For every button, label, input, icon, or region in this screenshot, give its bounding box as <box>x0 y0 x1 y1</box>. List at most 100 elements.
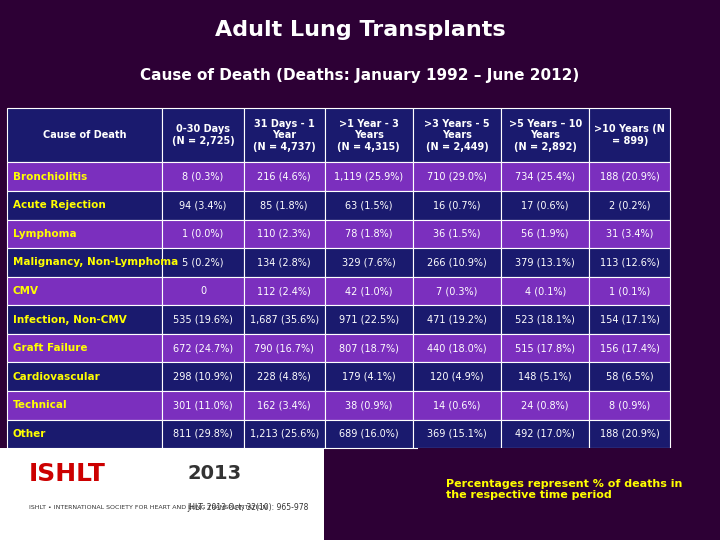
Bar <box>7 334 163 362</box>
Text: Lymphoma: Lymphoma <box>13 229 76 239</box>
Text: 56 (1.9%): 56 (1.9%) <box>521 229 569 239</box>
Bar <box>163 220 243 248</box>
Text: 2 (0.2%): 2 (0.2%) <box>609 200 651 210</box>
Bar <box>0 448 324 540</box>
Text: 471 (19.2%): 471 (19.2%) <box>427 315 487 325</box>
Text: 154 (17.1%): 154 (17.1%) <box>600 315 660 325</box>
Bar <box>413 248 501 276</box>
Text: 78 (1.8%): 78 (1.8%) <box>345 229 392 239</box>
Text: 188 (20.9%): 188 (20.9%) <box>600 429 660 439</box>
Bar <box>7 420 163 448</box>
Bar <box>501 391 589 420</box>
Bar <box>325 220 413 248</box>
Text: 8 (0.3%): 8 (0.3%) <box>182 172 224 182</box>
Text: 523 (18.1%): 523 (18.1%) <box>516 315 575 325</box>
Text: 1,687 (35.6%): 1,687 (35.6%) <box>250 315 319 325</box>
Bar <box>325 108 413 163</box>
Text: 188 (20.9%): 188 (20.9%) <box>600 172 660 182</box>
Bar <box>163 334 243 362</box>
Bar <box>501 276 589 305</box>
Bar <box>413 108 501 163</box>
Bar <box>163 391 243 420</box>
Bar <box>163 362 243 391</box>
Text: Adult Lung Transplants: Adult Lung Transplants <box>215 20 505 40</box>
Bar <box>413 362 501 391</box>
Text: Percentages represent % of deaths in
the respective time period: Percentages represent % of deaths in the… <box>446 478 683 500</box>
Text: 1,213 (25.6%): 1,213 (25.6%) <box>250 429 319 439</box>
Text: 515 (17.8%): 515 (17.8%) <box>516 343 575 353</box>
Text: 2013: 2013 <box>187 464 241 483</box>
Bar <box>589 191 670 220</box>
Text: 63 (1.5%): 63 (1.5%) <box>345 200 392 210</box>
Bar <box>413 420 501 448</box>
Bar <box>163 305 243 334</box>
Text: 329 (7.6%): 329 (7.6%) <box>342 258 396 267</box>
Bar <box>7 163 163 191</box>
Bar <box>243 305 325 334</box>
Text: 298 (10.9%): 298 (10.9%) <box>173 372 233 382</box>
Bar <box>589 362 670 391</box>
Bar <box>7 276 163 305</box>
Bar <box>413 163 501 191</box>
Text: 811 (29.8%): 811 (29.8%) <box>173 429 233 439</box>
Bar <box>243 362 325 391</box>
Text: 379 (13.1%): 379 (13.1%) <box>516 258 575 267</box>
Text: 31 (3.4%): 31 (3.4%) <box>606 229 654 239</box>
Bar <box>501 220 589 248</box>
Text: 807 (18.7%): 807 (18.7%) <box>339 343 399 353</box>
Text: 38 (0.9%): 38 (0.9%) <box>345 400 392 410</box>
Text: Infection, Non-CMV: Infection, Non-CMV <box>13 315 127 325</box>
Bar <box>243 420 325 448</box>
Bar <box>7 362 163 391</box>
Text: 0-30 Days
(N = 2,725): 0-30 Days (N = 2,725) <box>171 124 235 146</box>
Bar <box>325 191 413 220</box>
Bar <box>243 391 325 420</box>
Text: 266 (10.9%): 266 (10.9%) <box>427 258 487 267</box>
Bar <box>325 362 413 391</box>
Bar <box>243 334 325 362</box>
Text: 0: 0 <box>200 286 206 296</box>
Bar <box>589 248 670 276</box>
Text: 16 (0.7%): 16 (0.7%) <box>433 200 481 210</box>
Bar <box>501 305 589 334</box>
Text: >5 Years – 10
Years
(N = 2,892): >5 Years – 10 Years (N = 2,892) <box>508 119 582 152</box>
Text: ISHLT: ISHLT <box>29 462 106 486</box>
Bar <box>243 108 325 163</box>
Bar <box>243 276 325 305</box>
Text: 4 (0.1%): 4 (0.1%) <box>525 286 566 296</box>
Text: 179 (4.1%): 179 (4.1%) <box>342 372 395 382</box>
Bar <box>7 248 163 276</box>
Bar <box>7 108 163 163</box>
Bar <box>589 305 670 334</box>
Bar <box>501 108 589 163</box>
Bar <box>413 191 501 220</box>
Text: 8 (0.9%): 8 (0.9%) <box>609 400 650 410</box>
Text: 113 (12.6%): 113 (12.6%) <box>600 258 660 267</box>
Text: Malignancy, Non-Lymphoma: Malignancy, Non-Lymphoma <box>13 258 178 267</box>
Text: Acute Rejection: Acute Rejection <box>13 200 106 210</box>
Text: Bronchiolitis: Bronchiolitis <box>13 172 87 182</box>
Text: Cardiovascular: Cardiovascular <box>13 372 101 382</box>
Bar <box>589 108 670 163</box>
Bar <box>589 220 670 248</box>
Bar <box>243 191 325 220</box>
Text: 689 (16.0%): 689 (16.0%) <box>339 429 399 439</box>
Text: 7 (0.3%): 7 (0.3%) <box>436 286 477 296</box>
Bar <box>413 276 501 305</box>
Bar <box>7 220 163 248</box>
Text: 971 (22.5%): 971 (22.5%) <box>338 315 399 325</box>
Text: 710 (29.0%): 710 (29.0%) <box>427 172 487 182</box>
Bar <box>501 334 589 362</box>
Text: Cause of Death: Cause of Death <box>43 130 127 140</box>
Bar <box>163 276 243 305</box>
Bar <box>325 248 413 276</box>
Bar <box>243 248 325 276</box>
Text: 148 (5.1%): 148 (5.1%) <box>518 372 572 382</box>
Text: 162 (3.4%): 162 (3.4%) <box>257 400 311 410</box>
Text: 31 Days - 1
Year
(N = 4,737): 31 Days - 1 Year (N = 4,737) <box>253 119 315 152</box>
Text: ISHLT • INTERNATIONAL SOCIETY FOR HEART AND LUNG TRANSPLANTATION: ISHLT • INTERNATIONAL SOCIETY FOR HEART … <box>29 505 267 510</box>
Text: 440 (18.0%): 440 (18.0%) <box>427 343 487 353</box>
Text: 790 (16.7%): 790 (16.7%) <box>254 343 314 353</box>
Text: 14 (0.6%): 14 (0.6%) <box>433 400 481 410</box>
Text: 120 (4.9%): 120 (4.9%) <box>431 372 484 382</box>
